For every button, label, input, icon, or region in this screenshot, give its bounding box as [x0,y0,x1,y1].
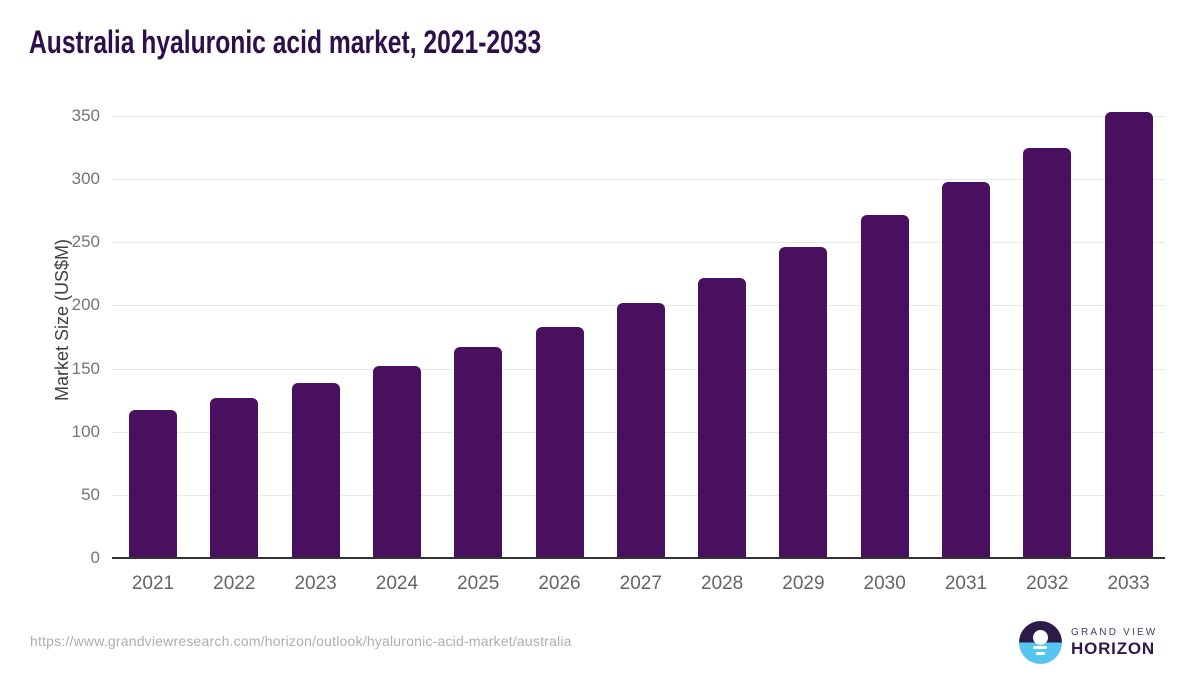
logo-reflection-dash [1036,652,1045,655]
y-gridline-350 [112,116,1165,117]
y-tick-label-50: 50 [81,484,100,504]
bar-2024 [372,366,421,558]
x-tick-label-2032: 2032 [1026,573,1069,594]
y-tick-label-300: 300 [71,169,100,189]
x-tick-label-2031: 2031 [944,573,988,594]
bar-2022 [210,397,259,558]
x-tick-label-2025: 2025 [457,573,500,594]
logo-horizon-label: HORIZON [1071,639,1155,658]
y-tick-label-0: 0 [90,548,100,567]
bar-2023 [291,382,340,558]
bar-2032 [1023,147,1072,558]
y-gridline-250 [112,242,1165,244]
x-tick-label-2026: 2026 [538,573,581,594]
bar-2030 [860,214,909,558]
x-tick-label-2033: 2033 [1107,573,1150,594]
x-tick-label-2027: 2027 [619,573,662,594]
bar-2026 [535,326,584,558]
chart-title: Australia hyaluronic acid market, 2021-2… [29,24,542,60]
logo-grand-view-label: GRAND VIEW [1071,627,1158,638]
bar-2033 [1104,112,1153,558]
y-tick-label-350: 350 [71,106,100,125]
logo-text: GRAND VIEW HORIZON [1071,627,1157,658]
x-axis-line [112,557,1165,559]
bar-2021 [129,410,177,558]
x-tick-label-2024: 2024 [375,573,419,594]
horizon-sun-icon [1019,621,1062,664]
x-tick-label-2028: 2028 [700,573,744,594]
x-tick-label-2022: 2022 [213,573,256,594]
bar-2027 [616,302,665,558]
y-tick-label-200: 200 [71,295,100,315]
bar-2028 [698,277,747,558]
logo-reflection-dash [1033,646,1047,649]
bar-2029 [779,247,828,558]
y-gridline-300 [112,179,1165,181]
y-tick-label-100: 100 [71,421,100,441]
brand-logo: GRAND VIEW HORIZON [1019,621,1157,664]
x-tick-label-2021: 2021 [131,573,175,594]
logo-sun-circle [1033,630,1048,645]
x-tick-label-2029: 2029 [782,573,825,594]
x-tick-label-2030: 2030 [863,573,906,594]
y-tick-label-150: 150 [71,358,100,378]
x-tick-label-2023: 2023 [294,573,337,594]
bar-2031 [942,181,990,558]
source-url: https://www.grandviewresearch.com/horizo… [30,633,572,649]
y-tick-label-250: 250 [71,232,100,252]
bar-2025 [454,347,503,558]
